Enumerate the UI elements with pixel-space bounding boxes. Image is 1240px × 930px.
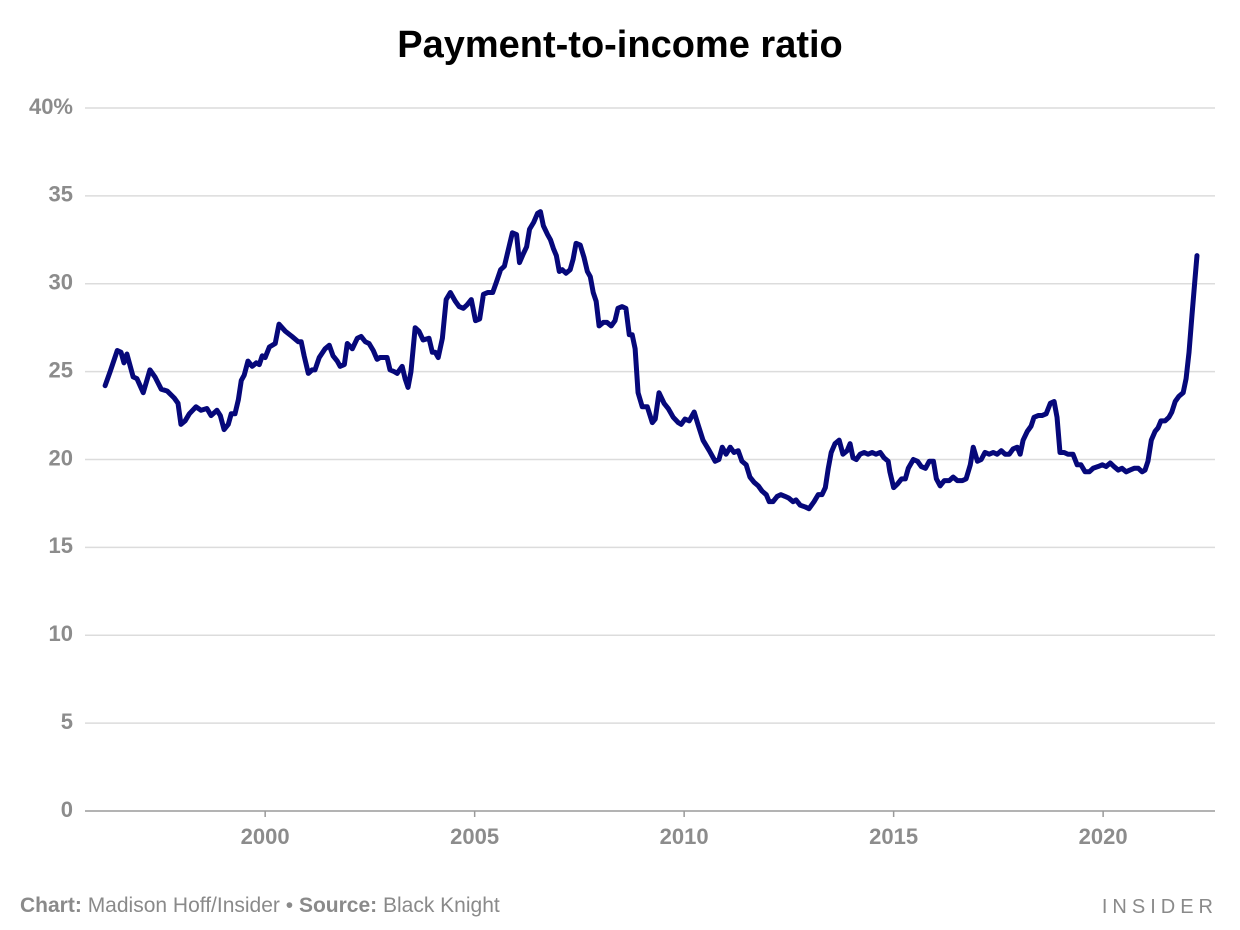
data-line xyxy=(102,209,1200,512)
y-tick-label: 40% xyxy=(29,94,73,119)
y-tick-label: 0 xyxy=(61,797,73,822)
chart-credit: Madison Hoff/Insider xyxy=(88,894,280,917)
source: Black Knight xyxy=(383,894,500,917)
source-label: Source: xyxy=(299,894,377,917)
y-tick-label: 20 xyxy=(49,445,73,470)
x-tick-label: 2020 xyxy=(1079,824,1128,849)
x-tick-label: 2000 xyxy=(241,824,290,849)
x-tick-label: 2005 xyxy=(450,824,499,849)
ticks: 0 5 10 15 20 25 30 35 40% 2000 2005 2010 2015 2020 xyxy=(29,94,1128,849)
y-tick-label: 15 xyxy=(49,533,73,558)
chart-title: Payment-to-income ratio xyxy=(397,24,843,66)
footer-credit: Chart: Madison Hoff/Insider • Source: Bl… xyxy=(20,894,500,917)
grid xyxy=(85,107,1215,812)
y-tick-label: 35 xyxy=(49,182,73,207)
x-tick-label: 2015 xyxy=(869,824,918,849)
chart-label: Chart: xyxy=(20,894,82,917)
brand: INSIDER xyxy=(1102,896,1218,918)
separator: • xyxy=(286,894,293,917)
x-tick-label: 2010 xyxy=(660,824,709,849)
lines xyxy=(102,209,1200,512)
y-tick-label: 10 xyxy=(49,621,73,646)
y-tick-label: 25 xyxy=(49,357,73,382)
y-tick-label: 5 xyxy=(61,709,73,734)
y-tick-label: 30 xyxy=(49,270,73,295)
